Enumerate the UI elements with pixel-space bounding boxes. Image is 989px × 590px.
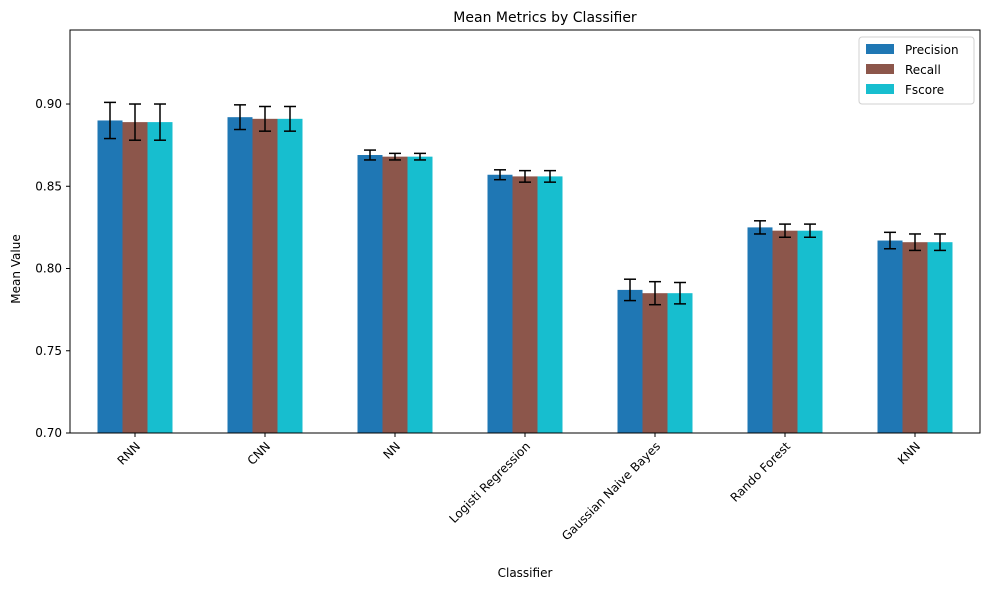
x-axis-label: Classifier: [498, 566, 553, 580]
error-bar-fscore-3: [544, 169, 556, 183]
legend: Precision Recall Fscore: [858, 36, 975, 105]
error-bar-precision-3: [494, 169, 506, 181]
legend-swatch-precision: [866, 44, 894, 54]
error-bar-precision-1: [234, 104, 246, 131]
x-tick-label-1: CNN: [245, 439, 274, 468]
bar-precision-6: [877, 240, 903, 433]
y-tick-label-1: 0.75: [35, 344, 62, 358]
error-bar-recall-1: [259, 105, 271, 132]
bar-recall-5: [772, 230, 798, 433]
bar-recall-4: [642, 293, 668, 433]
error-bar-precision-0: [104, 101, 116, 140]
bar-precision-2: [357, 155, 383, 433]
bar-recall-3: [512, 176, 538, 433]
bar-precision-4: [617, 289, 643, 433]
x-tick-label-0: RNN: [115, 439, 143, 467]
legend-label-recall: Recall: [905, 63, 941, 77]
x-axis: RNN CNN NN Logisti Regression Gaussian Naive…: [115, 433, 923, 543]
bar-fscore-0: [147, 122, 173, 433]
error-bar-recall-6: [909, 233, 921, 252]
plot-area: [97, 101, 953, 433]
error-bar-fscore-2: [414, 152, 426, 161]
x-tick-label-3: Logisti Regression: [446, 439, 533, 526]
error-bar-precision-6: [884, 231, 896, 250]
error-bar-fscore-4: [674, 281, 686, 305]
x-tick-label-4: Gaussian Naive Bayes: [559, 439, 663, 543]
y-axis-label: Mean Value: [9, 234, 23, 303]
bar-recall-6: [902, 242, 928, 433]
error-bar-precision-4: [624, 278, 636, 302]
y-axis: 0.70 0.75 0.80 0.85 0.90: [35, 97, 70, 440]
legend-label-precision: Precision: [905, 43, 959, 57]
y-tick-label-3: 0.85: [35, 179, 62, 193]
legend-label-fscore: Fscore: [905, 83, 944, 97]
bar-fscore-5: [797, 230, 823, 433]
error-bar-precision-5: [754, 220, 766, 235]
bar-fscore-4: [667, 293, 693, 433]
bar-precision-0: [97, 120, 123, 433]
error-bar-fscore-1: [284, 105, 296, 132]
bar-recall-0: [122, 122, 148, 433]
x-tick-label-2: NN: [381, 439, 404, 462]
bar-recall-2: [382, 156, 408, 433]
bar-fscore-1: [277, 118, 303, 433]
error-bar-recall-2: [389, 152, 401, 161]
error-bar-recall-3: [519, 169, 531, 183]
error-bar-fscore-5: [804, 223, 816, 239]
bar-fscore-3: [537, 176, 563, 433]
error-bar-recall-0: [129, 103, 141, 141]
legend-swatch-fscore: [866, 84, 894, 94]
bar-precision-3: [487, 174, 513, 433]
bar-precision-1: [227, 117, 253, 433]
y-tick-label-2: 0.80: [35, 262, 62, 276]
bar-recall-1: [252, 118, 278, 433]
x-tick-label-5: Rando Forest: [728, 439, 794, 505]
bar-precision-5: [747, 227, 773, 433]
bar-fscore-2: [407, 156, 433, 433]
error-bar-recall-5: [779, 223, 791, 239]
legend-swatch-recall: [866, 64, 894, 74]
x-tick-label-6: KNN: [895, 439, 923, 467]
y-tick-label-0: 0.70: [35, 426, 62, 440]
plot-frame: [69, 29, 981, 434]
y-tick-label-4: 0.90: [35, 97, 62, 111]
error-bar-fscore-0: [154, 103, 166, 141]
error-bar-fscore-6: [934, 233, 946, 252]
error-bar-recall-4: [649, 280, 661, 306]
bar-fscore-6: [927, 242, 953, 433]
error-bar-precision-2: [364, 149, 376, 161]
chart-title: Mean Metrics by Classifier: [453, 10, 637, 26]
